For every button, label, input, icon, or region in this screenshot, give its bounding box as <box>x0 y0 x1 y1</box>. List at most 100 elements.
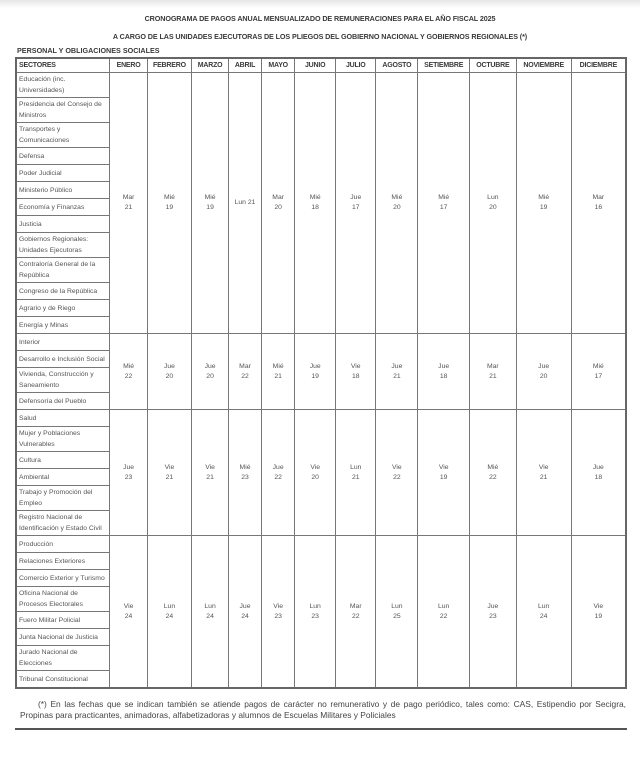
column-header-month: MARZO <box>191 57 230 73</box>
payment-date-cell: Mar 16 <box>570 72 627 334</box>
payment-date-cell: Jue 20 <box>515 333 572 410</box>
sector-cell: Educación (inc. Universidades) <box>15 72 111 98</box>
column-header-month: AGOSTO <box>375 57 419 73</box>
column-header-month: JUNIO <box>294 57 337 73</box>
payment-date-cell: Vie 18 <box>335 333 377 410</box>
sector-cell: Trabajo y Promoción del Empleo <box>15 485 111 511</box>
sector-cell: Salud <box>15 409 111 427</box>
header-row: SECTORES ENERO FEBRERO MARZO ABRIL MAYO JUNIO J… <box>15 57 627 73</box>
payment-date-cell: Jue 17 <box>335 72 377 334</box>
table-row: Tribunal Constitucional <box>15 670 626 689</box>
payment-date-cell: Jue 20 <box>191 333 230 410</box>
payment-date-cell: Lun 25 <box>375 535 419 689</box>
payment-date-cell: Mié 17 <box>570 333 627 410</box>
sector-cell: Interior <box>15 333 111 351</box>
payment-date-cell: Jue 23 <box>469 535 517 689</box>
sector-cell: Fuero Militar Policial <box>15 611 111 629</box>
column-header-month: SETIEMBRE <box>417 57 471 73</box>
sector-cell: Cultura <box>15 451 111 469</box>
payment-date-cell: Mar 20 <box>260 72 296 334</box>
payment-date-cell: Vie 21 <box>191 409 230 536</box>
table-row: Jurado Nacional de Elecciones <box>15 645 626 671</box>
page-top-edge <box>0 0 640 8</box>
payment-date-cell: Lun 22 <box>417 535 471 689</box>
payment-date-cell: Vie 23 <box>260 535 296 689</box>
column-header-month: ABRIL <box>228 57 262 73</box>
table-row: Interior Mié 22 Jue 20 Jue 20 Mar 22 Mié 21 Jue 19 Vi… <box>15 333 627 410</box>
sector-cell: Mujer y Poblaciones Vulnerables <box>15 426 111 452</box>
table-row: Vivienda, Construcción y Saneamiento <box>15 367 626 393</box>
sector-cell: Congreso de la República <box>15 282 111 300</box>
sector-cell: Comercio Exterior y Turismo <box>15 569 111 587</box>
bottom-rule <box>15 728 627 730</box>
payment-date-cell: Jue 20 <box>146 333 193 410</box>
table-row: Transportes y Comunicaciones <box>15 122 626 148</box>
payment-date-cell: Mar 22 <box>335 535 377 689</box>
payment-date-cell: Vie 24 <box>109 535 148 689</box>
payment-date-cell: Mar 21 <box>109 72 148 334</box>
sector-cell: Jurado Nacional de Elecciones <box>15 645 111 671</box>
payment-date-cell: Jue 22 <box>260 409 296 536</box>
footnote: (*) En las fechas que se indican también… <box>20 699 626 720</box>
sector-cell: Defensoría del Pueblo <box>15 392 111 410</box>
payment-date-cell: Jue 24 <box>228 535 262 689</box>
sector-cell: Contraloría General de la República <box>15 257 111 283</box>
payment-date-cell: Lun 24 <box>146 535 193 689</box>
payment-date-cell: Lun 20 <box>469 72 517 334</box>
payment-schedule-table: SECTORES ENERO FEBRERO MARZO ABRIL MAYO JUNIO J… <box>15 57 627 689</box>
payment-date-cell: Jue 19 <box>294 333 337 410</box>
payment-date-cell: Mié 19 <box>146 72 193 334</box>
section-heading: PERSONAL Y OBLIGACIONES SOCIALES <box>17 46 160 55</box>
payment-date-cell: Jue 23 <box>109 409 148 536</box>
sector-cell: Desarrollo e Inclusión Social <box>15 350 111 368</box>
payment-date-cell: Vie 21 <box>146 409 193 536</box>
payment-date-cell: Lun 23 <box>294 535 337 689</box>
sector-cell: Energía y Minas <box>15 316 111 334</box>
payment-date-cell: Mié 19 <box>191 72 230 334</box>
payment-date-cell: Mié 22 <box>469 409 517 536</box>
sector-cell: Ambiental <box>15 468 111 486</box>
payment-date-cell: Vie 22 <box>375 409 419 536</box>
sector-cell: Vivienda, Construcción y Saneamiento <box>15 367 111 393</box>
column-header-month: OCTUBRE <box>469 57 517 73</box>
payment-date-cell: Mié 18 <box>294 72 337 334</box>
payment-date-cell: Mié 22 <box>109 333 148 410</box>
column-header-sectors: SECTORES <box>15 57 111 73</box>
table-row: Salud Jue 23 Vie 21 Vie 21 Mié 23 Jue 22 Vie 20 Lun 21… <box>15 409 627 536</box>
table-row: Trabajo y Promoción del Empleo <box>15 485 626 511</box>
payment-date-cell: Vie 19 <box>570 535 627 689</box>
payment-date-cell: Jue 18 <box>417 333 471 410</box>
payment-date-cell: Lun 24 <box>191 535 230 689</box>
payment-date-cell: Mié 21 <box>260 333 296 410</box>
sector-cell: Presidencia del Consejo de Ministros <box>15 97 111 123</box>
payment-date-cell: Vie 21 <box>515 409 572 536</box>
table-row: Registro Nacional de Identificación y Es… <box>15 510 626 536</box>
payment-date-cell: Mié 23 <box>228 409 262 536</box>
sector-cell: Defensa <box>15 147 111 165</box>
sector-cell: Relaciones Exteriores <box>15 552 111 570</box>
sector-cell: Transportes y Comunicaciones <box>15 122 111 148</box>
column-header-month: JULIO <box>335 57 377 73</box>
sector-cell: Economía y Finanzas <box>15 198 111 216</box>
sector-cell: Justicia <box>15 215 111 233</box>
table-row: Fuero Militar Policial <box>15 611 626 629</box>
sector-cell: Tribunal Constitucional <box>15 670 111 689</box>
payment-date-cell: Jue 21 <box>375 333 419 410</box>
sector-cell: Producción <box>15 535 111 553</box>
column-header-month: MAYO <box>260 57 296 73</box>
sector-cell: Junta Nacional de Justicia <box>15 628 111 646</box>
payment-date-cell: Vie 19 <box>417 409 471 536</box>
payment-date-cell: Mié 20 <box>375 72 419 334</box>
sector-cell: Registro Nacional de Identificación y Es… <box>15 510 111 536</box>
table-row: Educación (inc. Universidades) Mar 21 Mié 19… <box>15 72 627 334</box>
payment-date-cell: Mié 17 <box>417 72 471 334</box>
sector-cell: Ministerio Público <box>15 181 111 199</box>
document-title: CRONOGRAMA DE PAGOS ANUAL MENSUALIZADO D… <box>144 14 496 23</box>
document-subtitle: A CARGO DE LAS UNIDADES EJECUTORAS DE LO… <box>112 32 528 41</box>
payment-date-cell: Mar 21 <box>469 333 517 410</box>
column-header-month: DICIEMBRE <box>570 57 627 73</box>
payment-date-cell: Lun 24 <box>515 535 572 689</box>
sector-cell: Agrario y de Riego <box>15 299 111 317</box>
sector-cell: Gobiernos Regionales: Unidades Ejecutora… <box>15 232 111 258</box>
table-row: Producción Vie 24 Lun 24 Lun 24 Jue 24 Vie 23 Lun 23… <box>15 535 627 689</box>
